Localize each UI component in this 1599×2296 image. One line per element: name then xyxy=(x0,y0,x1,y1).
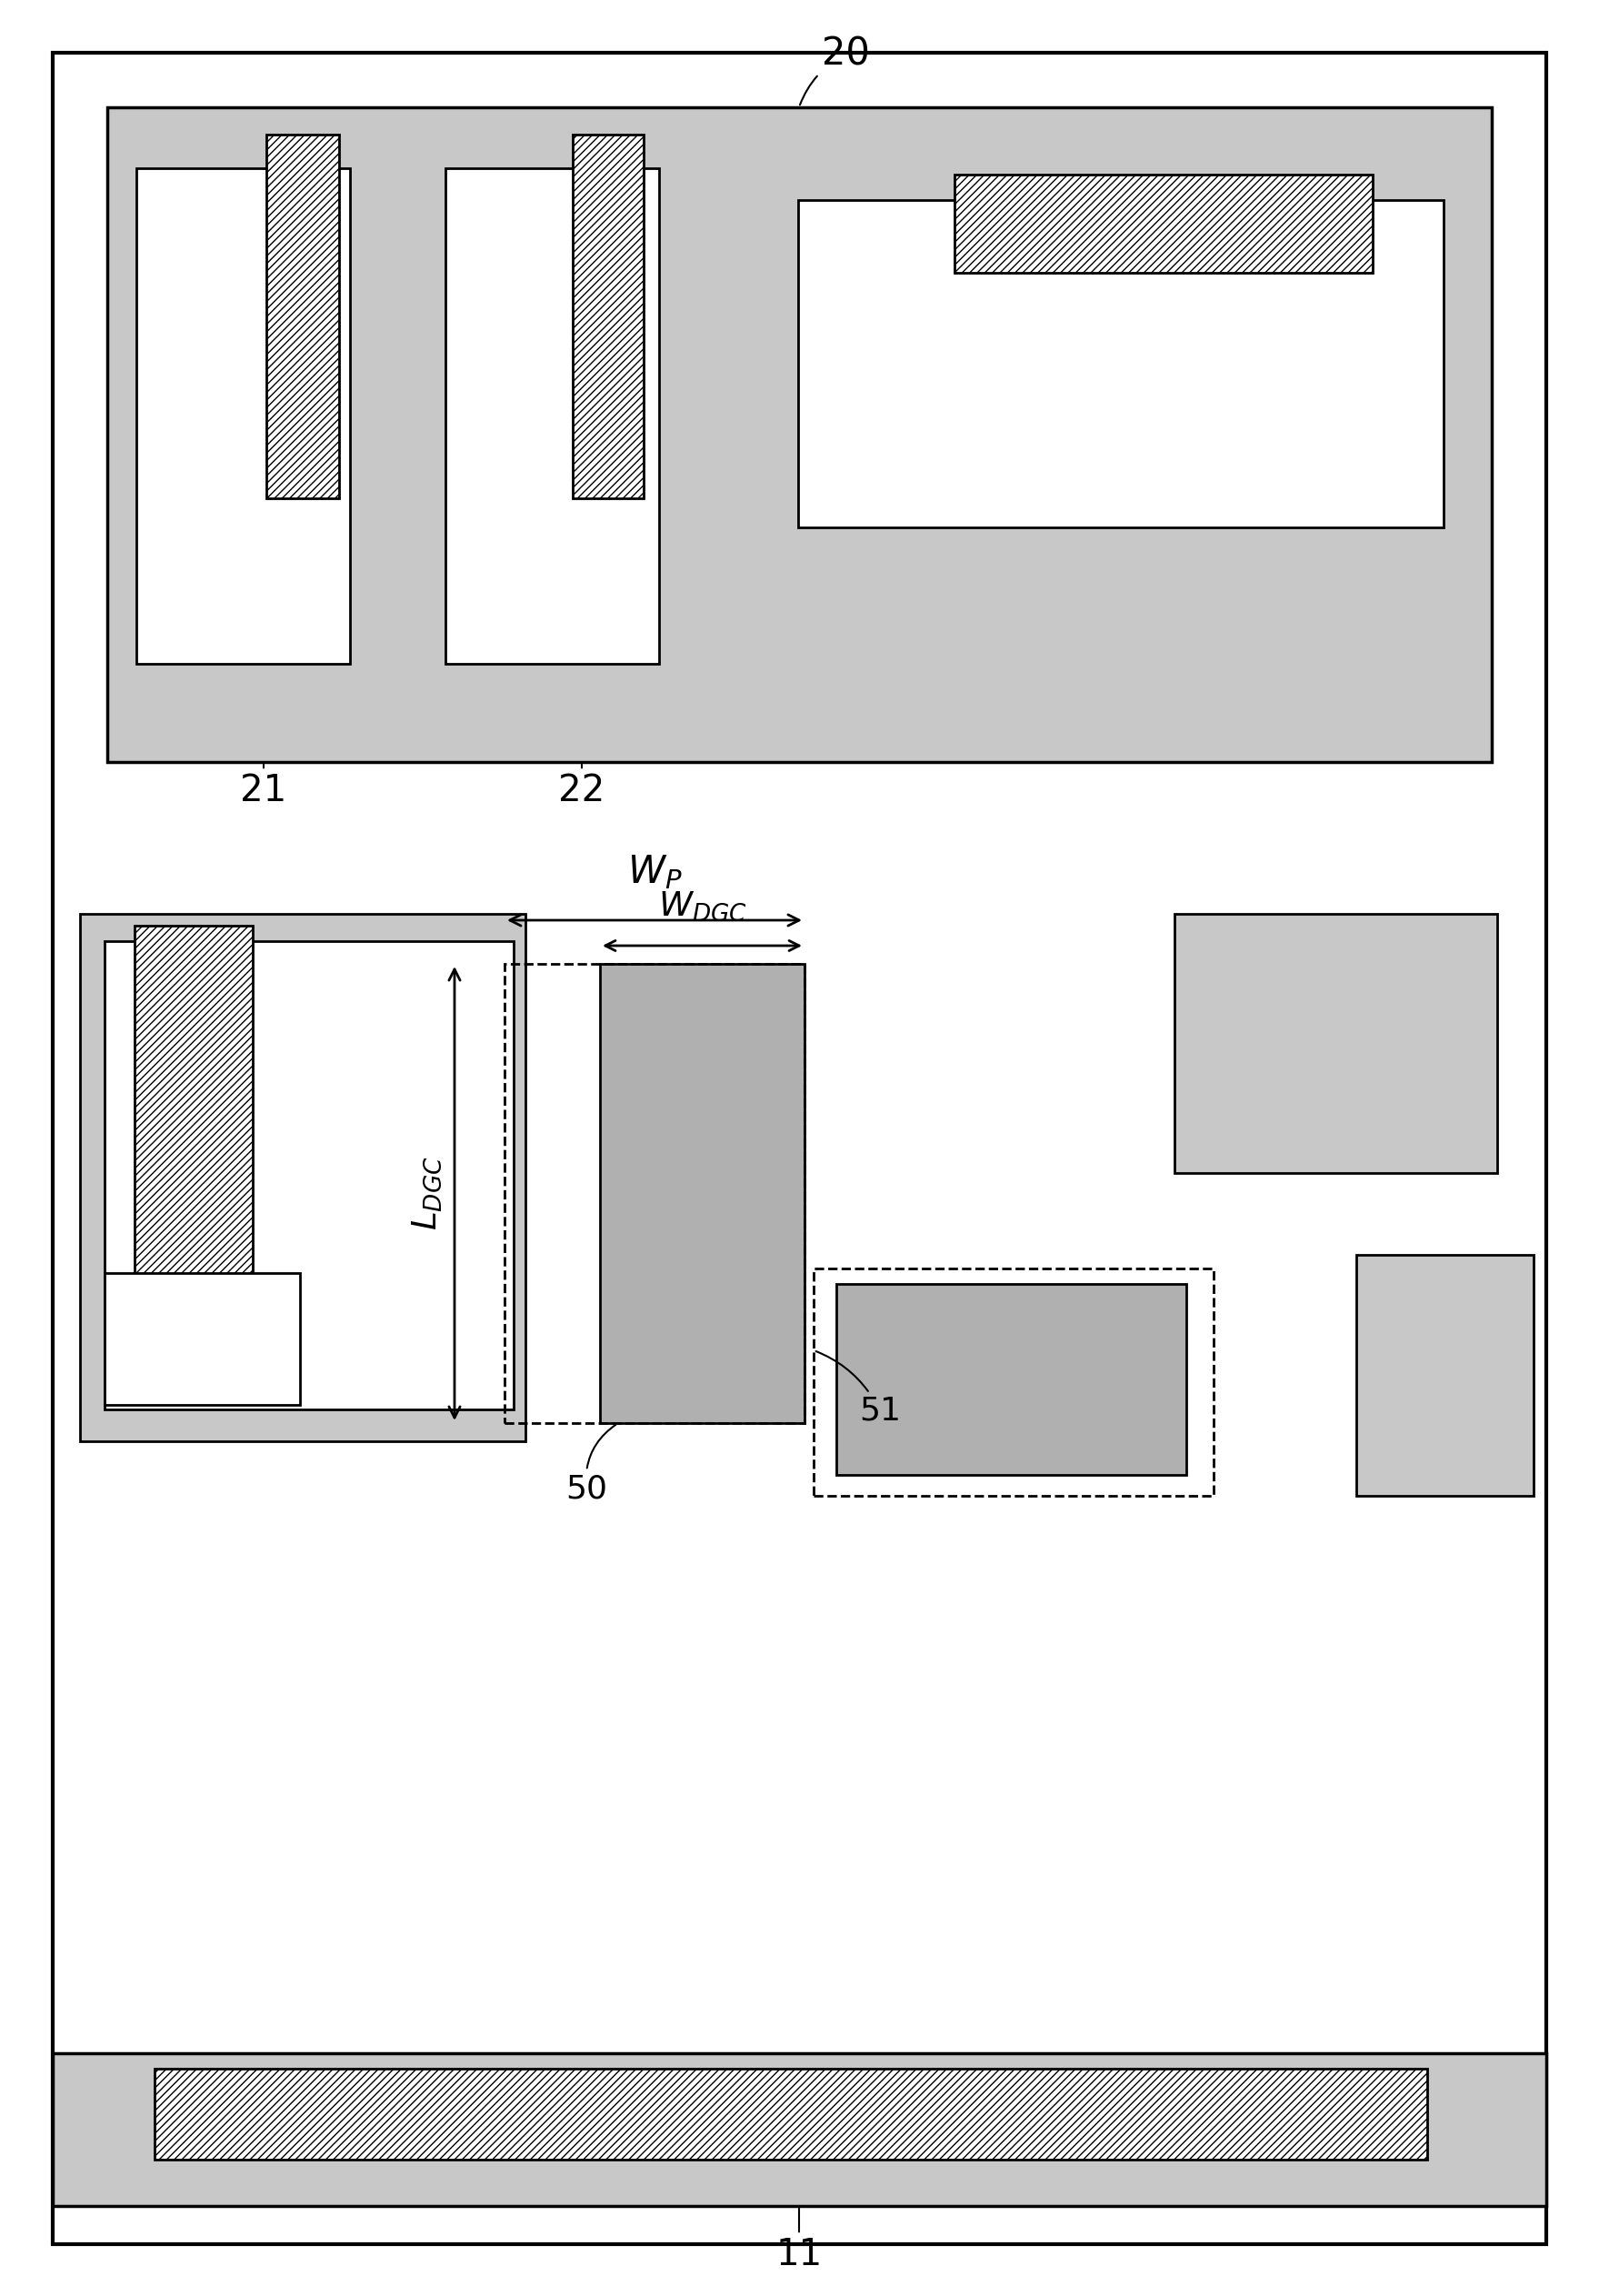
Text: $L_{DGC}$: $L_{DGC}$ xyxy=(411,1157,443,1231)
Bar xyxy=(955,174,1372,273)
Bar xyxy=(267,135,339,498)
Bar xyxy=(104,941,513,1410)
Bar xyxy=(53,2053,1546,2206)
Bar xyxy=(104,1272,301,1405)
Text: $W_{DGC}$: $W_{DGC}$ xyxy=(657,889,747,923)
Bar xyxy=(814,1267,1214,1495)
Bar xyxy=(107,108,1492,762)
Text: 20: 20 xyxy=(800,34,870,106)
Text: 11: 11 xyxy=(776,2209,822,2273)
Bar xyxy=(1175,914,1497,1173)
Text: 21: 21 xyxy=(240,765,286,808)
Bar xyxy=(446,168,659,664)
Bar xyxy=(155,2069,1428,2161)
Bar xyxy=(134,925,253,1339)
Text: 51: 51 xyxy=(815,1352,900,1426)
Bar xyxy=(136,168,350,664)
Bar xyxy=(836,1283,1186,1474)
Bar xyxy=(798,200,1444,528)
Bar xyxy=(572,135,644,498)
Bar xyxy=(80,914,526,1442)
Bar xyxy=(1356,1256,1533,1495)
Bar xyxy=(505,964,804,1424)
Text: 50: 50 xyxy=(566,1424,616,1504)
Text: 22: 22 xyxy=(558,765,604,808)
Text: $W_P$: $W_P$ xyxy=(627,852,683,891)
Bar xyxy=(600,964,804,1424)
